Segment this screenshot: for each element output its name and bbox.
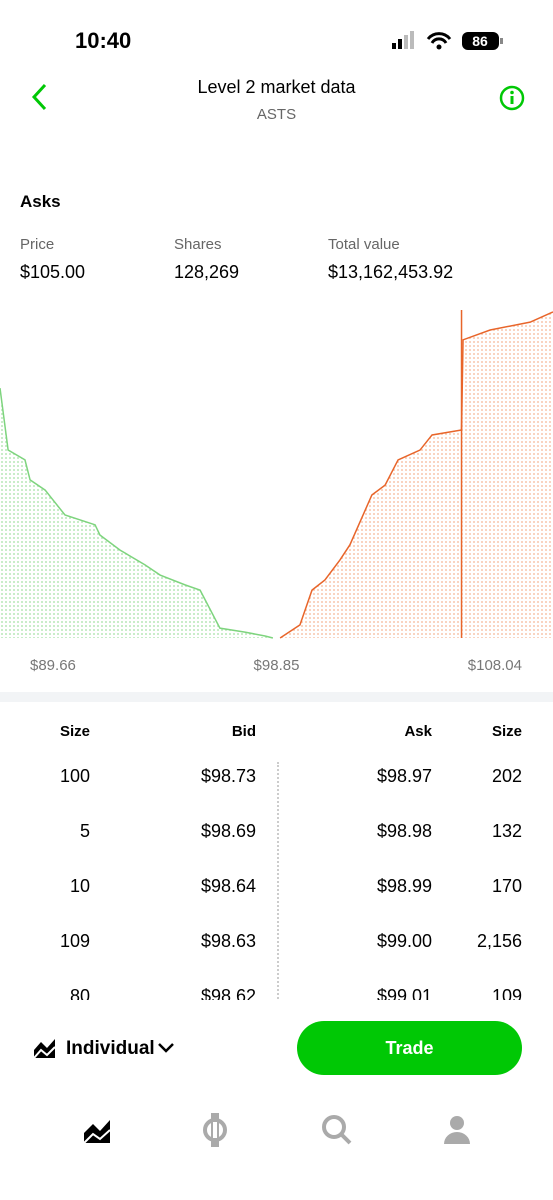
- depth-line: [0, 387, 274, 639]
- order-cell: $98.62: [200, 986, 256, 1000]
- divider: [0, 692, 553, 702]
- column-header: Size: [59, 723, 90, 740]
- info-button[interactable]: [498, 84, 526, 112]
- depth-area: [280, 311, 553, 638]
- value: $13,162,453.92: [328, 262, 454, 282]
- column-header: Ask: [404, 723, 432, 740]
- order-cell: 100: [59, 766, 90, 786]
- order-cell: $98.73: [200, 766, 256, 786]
- status-time: 10:40: [75, 28, 132, 53]
- depth-line: [279, 311, 553, 639]
- order-book: Size Bid Ask Size 100 $98.73 $98.97 202 5 $98…: [0, 718, 553, 1000]
- tab-investing[interactable]: [83, 1120, 111, 1144]
- battery: 86: [472, 33, 488, 49]
- column-header: Size: [491, 723, 522, 740]
- order-cell: $98.97: [376, 766, 432, 786]
- back-button[interactable]: [28, 82, 52, 112]
- label: Total value: [328, 236, 400, 253]
- order-cell: $99.01: [376, 986, 432, 1000]
- tab-account[interactable]: [444, 1116, 470, 1144]
- x-tick-label: $89.66: [30, 657, 76, 674]
- order-cell: 5: [79, 821, 90, 841]
- order-cell: 170: [491, 876, 522, 896]
- subtitle: ASTS: [256, 106, 297, 123]
- order-cell: $98.98: [376, 821, 432, 841]
- order-cell: 2,156: [476, 931, 522, 951]
- status-icons: 86: [392, 31, 503, 50]
- spread-divider: [277, 762, 279, 1000]
- depth-chart: $89.66 $98.85 $108.04: [0, 310, 553, 674]
- depth-area: [0, 388, 273, 638]
- account-selector[interactable]: Individual: [66, 1038, 155, 1059]
- order-cell: $98.64: [200, 876, 256, 896]
- order-cell: 109: [59, 931, 90, 951]
- tab-search[interactable]: [322, 1115, 352, 1145]
- order-cell: 132: [491, 821, 522, 841]
- order-cell: 10: [69, 876, 90, 896]
- value: $105.00: [20, 262, 86, 282]
- title: Level 2 market data: [197, 77, 356, 97]
- order-cell: 109: [491, 986, 522, 1000]
- label: Shares: [174, 236, 222, 253]
- order-cell: $98.63: [200, 931, 256, 951]
- account-icon: [33, 1039, 56, 1059]
- order-cell: $98.99: [376, 876, 432, 896]
- order-cell: $99.00: [376, 931, 432, 951]
- section-heading: Asks: [20, 192, 61, 211]
- order-cell: $98.69: [200, 821, 256, 841]
- value: 128,269: [174, 262, 240, 282]
- order-cell: 202: [491, 766, 522, 786]
- column-header: Bid: [231, 723, 256, 740]
- trade-button[interactable]: Trade: [297, 1021, 522, 1075]
- x-tick-label: $108.04: [468, 657, 522, 674]
- label: Price: [20, 236, 55, 253]
- tab-crypto[interactable]: [203, 1113, 227, 1147]
- chevron: [158, 1043, 174, 1053]
- x-tick-label: $98.85: [254, 657, 300, 674]
- tab-bar: [83, 1113, 470, 1147]
- order-cell: 80: [69, 986, 90, 1000]
